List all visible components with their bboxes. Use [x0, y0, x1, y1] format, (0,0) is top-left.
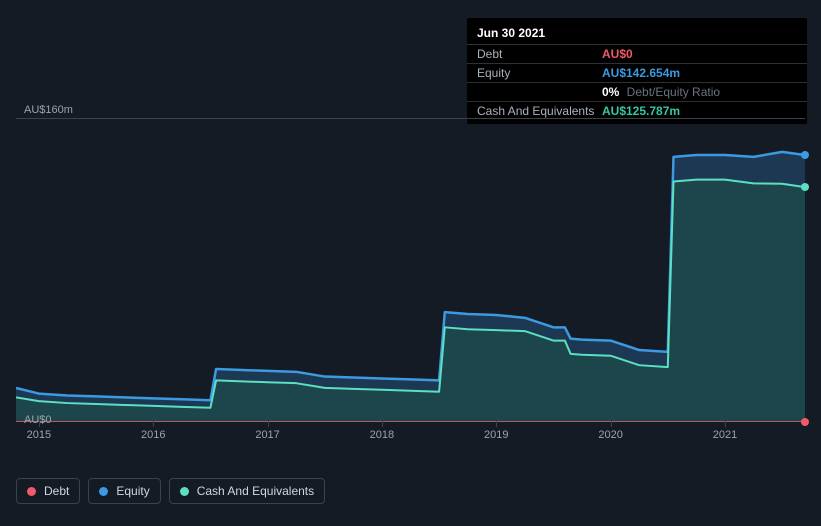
x-tick-label: 2018 — [370, 429, 394, 441]
legend: Debt Equity Cash And Equivalents — [16, 478, 325, 504]
tooltip-row-label — [477, 85, 602, 99]
plot-area[interactable] — [16, 118, 805, 421]
chart-svg — [16, 119, 805, 422]
x-tick — [496, 421, 497, 427]
chart: AU$160m AU$0 201520162017201820192020202… — [16, 118, 805, 451]
x-tick-label: 2020 — [598, 429, 622, 441]
x-tick-label: 2016 — [141, 429, 165, 441]
tooltip-row-label: Debt — [477, 47, 602, 61]
x-tick-label: 2015 — [27, 429, 51, 441]
y-axis-max-label: AU$160m — [24, 104, 73, 116]
tooltip-row-value: AU$125.787m — [602, 104, 680, 118]
x-tick — [39, 421, 40, 427]
x-tick — [611, 421, 612, 427]
tooltip-rows: DebtAU$0EquityAU$142.654m0% Debt/Equity … — [467, 44, 807, 120]
x-tick-label: 2019 — [484, 429, 508, 441]
tooltip-row-sublabel: Debt/Equity Ratio — [623, 85, 720, 99]
x-tick — [382, 421, 383, 427]
tooltip-row-value: AU$0 — [602, 47, 633, 61]
tooltip-row: 0% Debt/Equity Ratio — [467, 82, 807, 101]
legend-label: Cash And Equivalents — [197, 484, 314, 498]
tooltip-row-value: 0% Debt/Equity Ratio — [602, 85, 720, 99]
tooltip-row-label: Cash And Equivalents — [477, 104, 602, 118]
x-tick — [153, 421, 154, 427]
x-tick-label: 2017 — [255, 429, 279, 441]
chart-tooltip: Jun 30 2021 DebtAU$0EquityAU$142.654m0% … — [467, 18, 807, 124]
tooltip-row-label: Equity — [477, 66, 602, 80]
tooltip-row: DebtAU$0 — [467, 44, 807, 63]
legend-item[interactable]: Cash And Equivalents — [169, 478, 325, 504]
legend-dot-icon — [27, 487, 36, 496]
equity-end-marker — [801, 151, 809, 159]
legend-label: Debt — [44, 484, 69, 498]
legend-dot-icon — [180, 487, 189, 496]
legend-item[interactable]: Debt — [16, 478, 80, 504]
legend-label: Equity — [116, 484, 149, 498]
x-axis: 2015 2016 2017 2018 2019 2020 2021 — [16, 421, 805, 451]
x-tick — [725, 421, 726, 427]
tooltip-row-value: AU$142.654m — [602, 66, 680, 80]
tooltip-row: EquityAU$142.654m — [467, 63, 807, 82]
x-tick — [268, 421, 269, 427]
legend-dot-icon — [99, 487, 108, 496]
tooltip-date: Jun 30 2021 — [467, 22, 807, 44]
legend-item[interactable]: Equity — [88, 478, 160, 504]
x-tick-label: 2021 — [713, 429, 737, 441]
cash-end-marker — [801, 183, 809, 191]
